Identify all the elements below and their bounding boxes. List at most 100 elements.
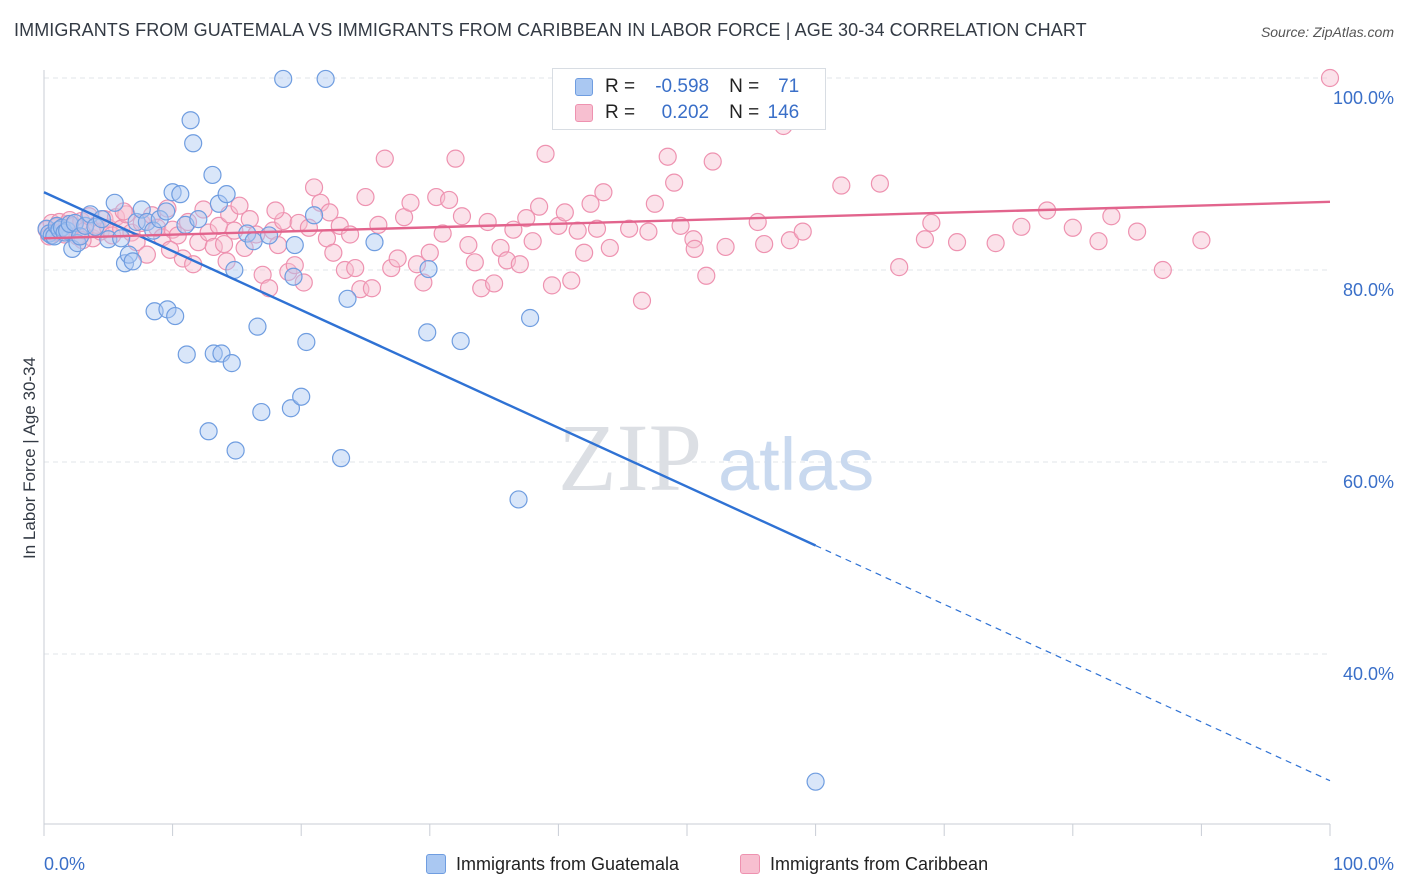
caribbean-point: [388, 249, 407, 268]
caribbean-trend-line: [43, 200, 1331, 240]
caribbean-point: [594, 183, 613, 202]
caribbean-legend-label: Immigrants from Caribbean: [770, 853, 989, 874]
caribbean-point: [620, 219, 639, 238]
caribbean-legend-swatch: [740, 854, 760, 874]
guatemala-point: [157, 202, 176, 221]
guatemala-point: [166, 306, 185, 326]
caribbean-point: [684, 230, 703, 249]
caribbean-point: [1153, 260, 1172, 280]
caribbean-point: [685, 239, 704, 258]
caribbean-point: [665, 173, 684, 192]
guatemala-point: [521, 308, 540, 328]
guatemala-r-value: -0.598: [655, 76, 710, 97]
guatemala-point: [451, 331, 470, 351]
caribbean-point: [285, 256, 304, 275]
caribbean-point: [542, 276, 562, 295]
caribbean-point: [915, 230, 935, 249]
caribbean-r-value: 0.202: [661, 102, 710, 123]
guatemala-point: [365, 233, 384, 252]
caribbean-point: [600, 238, 619, 258]
caribbean-swatch: [575, 104, 593, 122]
guatemala-point: [244, 232, 263, 251]
guatemala-point: [331, 449, 351, 468]
guatemala-point: [123, 252, 142, 271]
caribbean-point: [703, 152, 722, 171]
guatemala-point: [99, 230, 118, 249]
guatemala-point: [419, 259, 438, 279]
caribbean-n-value: 146: [767, 102, 800, 123]
caribbean-point: [716, 237, 735, 257]
guatemala-point: [189, 210, 208, 229]
caribbean-point: [485, 274, 504, 293]
caribbean-point: [1102, 207, 1121, 226]
caribbean-point: [356, 187, 375, 207]
caribbean-point: [587, 219, 607, 238]
caribbean-point: [947, 233, 967, 252]
guatemala-trend-line: [43, 191, 817, 547]
guatemala-point: [292, 387, 311, 406]
guatemala-swatch: [575, 78, 593, 96]
caribbean-point: [414, 273, 433, 292]
caribbean-point: [266, 201, 285, 220]
caribbean-point: [530, 197, 549, 216]
caribbean-point: [671, 216, 690, 235]
caribbean-point: [568, 221, 587, 240]
guatemala-point: [171, 185, 190, 204]
legend-row-caribbean: R = 0.202 N = 146: [575, 101, 799, 125]
guatemala-point: [806, 772, 825, 791]
caribbean-point: [346, 258, 365, 278]
caribbean-point: [581, 194, 600, 213]
legend-n-label: N =: [729, 102, 760, 123]
series-legend-guatemala: Immigrants from Guatemala: [426, 852, 679, 876]
watermark-atlas: atlas: [718, 423, 874, 506]
y-tick-label: 100.0%: [1333, 88, 1394, 108]
caribbean-point: [658, 147, 677, 166]
guatemala-point: [284, 267, 303, 286]
guatemala-point: [105, 193, 124, 212]
y-tick-label: 60.0%: [1343, 472, 1394, 492]
legend-n-label: N =: [729, 76, 760, 97]
guatemala-point: [203, 165, 222, 185]
caribbean-point: [1192, 231, 1211, 250]
caribbean-point: [294, 273, 313, 292]
caribbean-point: [986, 234, 1005, 253]
guatemala-point: [248, 317, 267, 336]
y-tick-label: 40.0%: [1343, 664, 1394, 684]
caribbean-point: [324, 243, 343, 262]
axes: [43, 70, 1331, 836]
caribbean-point: [304, 178, 324, 197]
caribbean-point: [433, 224, 452, 243]
guatemala-point: [226, 441, 245, 460]
caribbean-point: [645, 194, 664, 213]
guatemala-point: [181, 111, 200, 130]
correlation-legend: R = -0.598 N = 71 R = 0.202 N = 146: [552, 68, 826, 130]
guatemala-points: [37, 69, 825, 791]
guatemala-point: [297, 332, 316, 352]
legend-r-label: R =: [605, 76, 636, 97]
guatemala-point: [509, 490, 528, 509]
caribbean-point: [780, 231, 799, 250]
caribbean-point: [562, 271, 581, 290]
caribbean-point: [922, 213, 941, 233]
caribbean-point: [362, 279, 382, 298]
guatemala-point: [281, 399, 301, 418]
caribbean-point: [439, 190, 459, 210]
caribbean-point: [407, 255, 427, 274]
y-tick-label: 80.0%: [1343, 280, 1394, 300]
guatemala-legend-swatch: [426, 854, 446, 874]
caribbean-point: [1320, 68, 1340, 88]
caribbean-point: [230, 196, 249, 215]
guatemala-point: [177, 345, 196, 364]
guatemala-point: [222, 354, 241, 373]
caribbean-point: [235, 238, 254, 258]
watermark: ZIP atlas: [558, 404, 874, 511]
caribbean-point: [890, 258, 909, 277]
caribbean-point: [178, 212, 198, 232]
guatemala-trend-extension: [815, 544, 1331, 782]
caribbean-point: [375, 149, 394, 168]
caribbean-point: [639, 222, 658, 241]
guatemala-point: [184, 134, 203, 153]
caribbean-point: [204, 237, 223, 257]
guatemala-n-value: 71: [778, 76, 800, 97]
